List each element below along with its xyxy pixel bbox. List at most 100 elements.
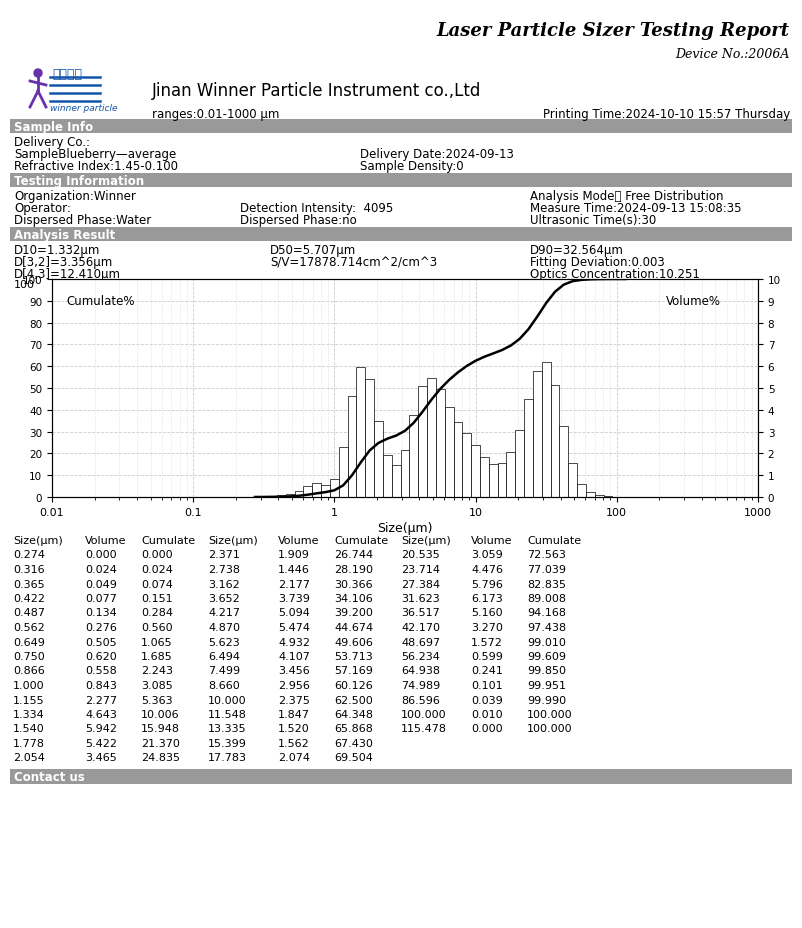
Text: 3.059: 3.059 bbox=[471, 550, 503, 560]
X-axis label: Size(μm): Size(μm) bbox=[377, 522, 433, 535]
Bar bbox=[427, 379, 436, 497]
Text: 44.674: 44.674 bbox=[334, 623, 373, 632]
Text: SampleBlueberry—average: SampleBlueberry—average bbox=[14, 148, 176, 161]
Bar bbox=[507, 452, 516, 497]
Bar bbox=[569, 463, 577, 497]
Text: Size(μm): Size(μm) bbox=[208, 535, 257, 546]
Text: 0.000: 0.000 bbox=[471, 724, 503, 734]
Text: 4.217: 4.217 bbox=[208, 608, 240, 618]
Text: 20.535: 20.535 bbox=[401, 550, 439, 560]
Text: 1.334: 1.334 bbox=[13, 709, 45, 719]
Text: 60.126: 60.126 bbox=[334, 680, 373, 690]
Text: 2.371: 2.371 bbox=[208, 550, 240, 560]
Text: 28.190: 28.190 bbox=[334, 564, 373, 574]
Text: 94.168: 94.168 bbox=[527, 608, 566, 618]
Text: 0.134: 0.134 bbox=[85, 608, 117, 618]
Text: 3.739: 3.739 bbox=[278, 593, 310, 603]
Text: 1.446: 1.446 bbox=[278, 564, 310, 574]
Bar bbox=[560, 426, 569, 497]
Bar bbox=[454, 422, 463, 497]
Text: Cumulate%: Cumulate% bbox=[66, 295, 135, 308]
Bar bbox=[480, 458, 489, 497]
Text: 0.074: 0.074 bbox=[141, 579, 173, 589]
Text: Cumulate: Cumulate bbox=[527, 535, 581, 546]
Text: 0.365: 0.365 bbox=[13, 579, 45, 589]
Text: 5.422: 5.422 bbox=[85, 738, 117, 748]
Text: 5.942: 5.942 bbox=[85, 724, 117, 734]
Text: 48.697: 48.697 bbox=[401, 637, 440, 647]
Text: Sample Density:0: Sample Density:0 bbox=[360, 160, 464, 173]
Text: 100.000: 100.000 bbox=[401, 709, 447, 719]
Text: Optics Concentration:10.251: Optics Concentration:10.251 bbox=[530, 267, 700, 280]
Bar bbox=[10, 120, 792, 134]
Text: D[4,3]=12.410μm: D[4,3]=12.410μm bbox=[14, 267, 121, 280]
Bar bbox=[312, 484, 321, 497]
Text: 115.478: 115.478 bbox=[401, 724, 447, 734]
Bar bbox=[303, 486, 312, 497]
Bar bbox=[391, 466, 400, 497]
Text: 65.868: 65.868 bbox=[334, 724, 373, 734]
Text: 1.065: 1.065 bbox=[141, 637, 172, 647]
Text: 97.438: 97.438 bbox=[527, 623, 566, 632]
Text: 13.335: 13.335 bbox=[208, 724, 247, 734]
Bar bbox=[498, 463, 507, 497]
Text: 17.783: 17.783 bbox=[208, 753, 247, 763]
Text: Testing Information: Testing Information bbox=[14, 174, 144, 187]
Bar bbox=[356, 368, 365, 497]
Text: 2.074: 2.074 bbox=[278, 753, 310, 763]
Text: 10.000: 10.000 bbox=[208, 695, 247, 704]
Bar bbox=[10, 174, 792, 187]
Bar bbox=[365, 380, 374, 497]
Text: Measure Time:2024-09-13 15:08:35: Measure Time:2024-09-13 15:08:35 bbox=[530, 201, 742, 214]
Text: 31.623: 31.623 bbox=[401, 593, 439, 603]
Text: ranges:0.01-1000 μm: ranges:0.01-1000 μm bbox=[152, 108, 279, 121]
Text: 1.572: 1.572 bbox=[471, 637, 503, 647]
Text: Dispersed Phase:no: Dispersed Phase:no bbox=[240, 213, 357, 226]
Text: 1.909: 1.909 bbox=[278, 550, 310, 560]
Text: 3.162: 3.162 bbox=[208, 579, 240, 589]
Text: 57.169: 57.169 bbox=[334, 665, 373, 676]
Text: 11.548: 11.548 bbox=[208, 709, 247, 719]
Text: 6.173: 6.173 bbox=[471, 593, 503, 603]
Text: 64.938: 64.938 bbox=[401, 665, 440, 676]
Text: 86.596: 86.596 bbox=[401, 695, 439, 704]
Text: 1.562: 1.562 bbox=[278, 738, 310, 748]
Text: 56.234: 56.234 bbox=[401, 651, 439, 662]
Text: 0.024: 0.024 bbox=[141, 564, 173, 574]
Text: 99.010: 99.010 bbox=[527, 637, 566, 647]
Text: S/V=17878.714cm^2/cm^3: S/V=17878.714cm^2/cm^3 bbox=[270, 256, 437, 269]
Text: 0.077: 0.077 bbox=[85, 593, 117, 603]
Text: 0.866: 0.866 bbox=[13, 665, 45, 676]
Text: 99.609: 99.609 bbox=[527, 651, 566, 662]
Text: 0.560: 0.560 bbox=[141, 623, 172, 632]
Bar bbox=[418, 387, 427, 497]
Text: 6.494: 6.494 bbox=[208, 651, 240, 662]
Text: 74.989: 74.989 bbox=[401, 680, 440, 690]
Text: 0.649: 0.649 bbox=[13, 637, 45, 647]
Bar bbox=[463, 433, 472, 497]
Text: 2.243: 2.243 bbox=[141, 665, 173, 676]
Text: Size(μm): Size(μm) bbox=[401, 535, 451, 546]
Text: 0.000: 0.000 bbox=[85, 550, 116, 560]
Bar bbox=[374, 422, 383, 497]
Text: Volume%: Volume% bbox=[666, 295, 721, 308]
Text: 5.363: 5.363 bbox=[141, 695, 172, 704]
Text: 100.000: 100.000 bbox=[527, 724, 573, 734]
Text: 0.049: 0.049 bbox=[85, 579, 117, 589]
Text: 34.106: 34.106 bbox=[334, 593, 373, 603]
Bar bbox=[586, 492, 595, 497]
Text: 4.643: 4.643 bbox=[85, 709, 117, 719]
Text: 99.951: 99.951 bbox=[527, 680, 566, 690]
Text: 0.505: 0.505 bbox=[85, 637, 116, 647]
Text: 62.500: 62.500 bbox=[334, 695, 373, 704]
Text: 0.487: 0.487 bbox=[13, 608, 45, 618]
Text: D10=1.332μm: D10=1.332μm bbox=[14, 244, 100, 257]
Text: 5.796: 5.796 bbox=[471, 579, 503, 589]
Text: 1.847: 1.847 bbox=[278, 709, 310, 719]
Bar bbox=[489, 464, 498, 497]
Text: Size(μm): Size(μm) bbox=[13, 535, 63, 546]
Text: 1.685: 1.685 bbox=[141, 651, 172, 662]
Text: 0.558: 0.558 bbox=[85, 665, 117, 676]
Text: 15.399: 15.399 bbox=[208, 738, 247, 748]
Text: Detection Intensity:  4095: Detection Intensity: 4095 bbox=[240, 201, 393, 214]
